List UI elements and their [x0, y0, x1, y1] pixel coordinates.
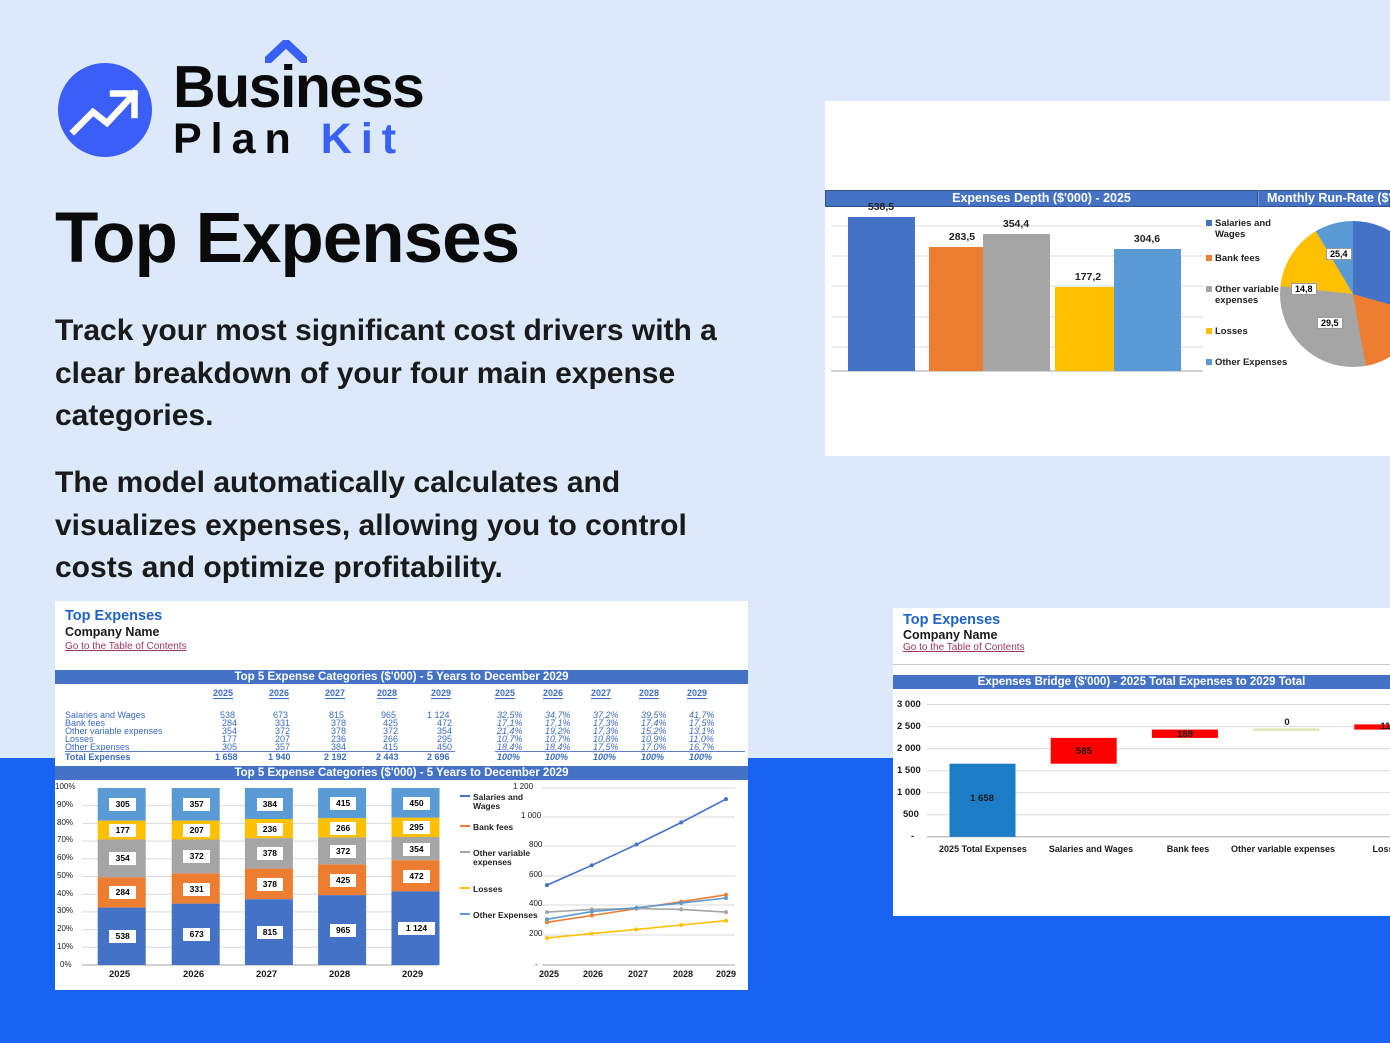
svg-text:304,6: 304,6 [1134, 233, 1160, 245]
svg-text:283,5: 283,5 [949, 231, 975, 243]
svg-text:538,5: 538,5 [868, 201, 894, 213]
svg-text:177,2: 177,2 [1075, 271, 1101, 283]
svg-text:354,4: 354,4 [1003, 218, 1029, 230]
